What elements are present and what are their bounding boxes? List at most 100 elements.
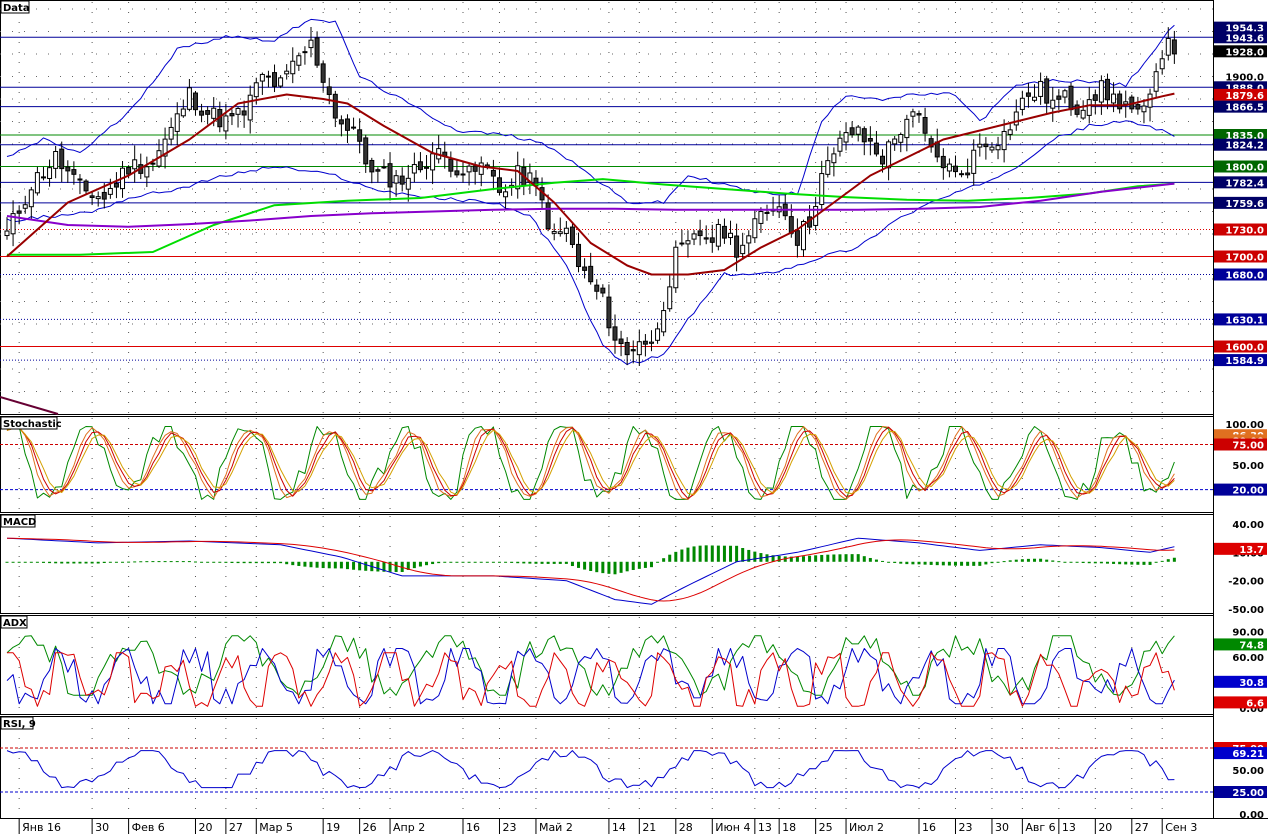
candle [53, 145, 59, 179]
candle [314, 31, 320, 68]
macd-hist-bar [649, 561, 653, 568]
candle-body [314, 37, 320, 66]
candle-body [381, 166, 387, 169]
candle-body [819, 173, 825, 206]
macd-hist-bar [127, 561, 131, 563]
macd-hist-bar [388, 561, 392, 572]
candle [740, 232, 746, 260]
macd-hist-bar [400, 561, 404, 572]
candle-body [940, 155, 946, 169]
macd-hist-bar [72, 561, 76, 564]
candle-body [618, 338, 624, 345]
macd-hist-bar [321, 561, 325, 569]
macd-hist-bar [1051, 560, 1055, 562]
candle [16, 205, 22, 225]
macd-hist-bar [327, 561, 331, 569]
price-tag-bg [1214, 250, 1267, 263]
macd-hist-bar [242, 561, 246, 564]
macd-hist-bar [960, 561, 964, 566]
macd-hist-bar [996, 561, 1000, 563]
candle-body [28, 189, 34, 208]
candle-body [1104, 78, 1110, 101]
macd-hist-bar [376, 561, 380, 572]
macd-hist-bar [814, 555, 818, 562]
macd-hist-bar [698, 545, 702, 562]
candle-body [113, 183, 119, 188]
candle-body [898, 134, 904, 143]
candle-body [1056, 95, 1062, 100]
adx-red-line [7, 652, 1175, 707]
macd-hist-bar [1142, 561, 1146, 565]
x-tick-label: 16 [466, 821, 480, 834]
macd-hist-bar [601, 561, 605, 574]
macd-hist-bar [1026, 558, 1030, 562]
macd-hist-bar [583, 561, 587, 570]
candle [703, 225, 709, 245]
candle [229, 109, 235, 126]
ma-short-line [6, 92, 1175, 276]
x-tick-label: 21 [642, 821, 656, 834]
candle [77, 174, 83, 195]
rsi-line [6, 750, 1175, 789]
candle [180, 99, 186, 118]
candle [855, 124, 861, 142]
candle-body [490, 169, 496, 177]
macd-hist-bar [905, 561, 909, 565]
price-tag-bg [1214, 21, 1267, 34]
candle [1123, 90, 1129, 118]
candle [636, 329, 642, 366]
candle [496, 167, 502, 196]
macd-hist-bar [643, 561, 647, 568]
price-tag-bg [1214, 268, 1267, 281]
candle [278, 75, 284, 89]
candle [28, 186, 34, 221]
candle [959, 170, 965, 178]
candle [107, 178, 113, 199]
candle [247, 85, 253, 134]
candle-body [916, 113, 922, 116]
rsi-axis-label: 0.00 [1239, 810, 1264, 821]
candle [344, 114, 350, 144]
candle [460, 162, 466, 183]
price-tag-bg [1214, 100, 1267, 113]
candle [837, 130, 843, 157]
macd-hist-bar [1020, 559, 1024, 562]
x-tick-label: Июл 2 [849, 821, 884, 834]
x-tick-label: 20 [198, 821, 212, 834]
macd-hist-bar [1081, 561, 1085, 564]
candle-body [338, 119, 344, 125]
candle [916, 110, 922, 123]
macd-hist-bar [139, 561, 143, 563]
macd-hist-bar [735, 545, 739, 562]
macd-hist-bar [35, 561, 39, 563]
axis-layer: Янв 16 30 Фев 6 20 27 Мар 5 19 26 Апр 2 16 23 Май 2… [0, 21, 1268, 834]
macd-hist-bar [345, 561, 349, 570]
candle-body [582, 266, 588, 271]
macd-hist-bar [1148, 561, 1152, 565]
macd-hist-bar [461, 561, 465, 563]
stoch-tag-bg [1214, 438, 1267, 451]
candle-body [697, 230, 703, 237]
candle-body [65, 166, 71, 172]
candle [71, 161, 77, 185]
candle [308, 26, 314, 58]
macd-hist-bar [619, 561, 623, 573]
candle [569, 222, 575, 248]
main-panel-title: Data [3, 3, 30, 14]
macd-hist-bar [1160, 560, 1164, 562]
candle-body [326, 86, 332, 95]
macd-hist-bar [881, 560, 885, 562]
macd-hist-bar [236, 561, 240, 564]
candle-body [1013, 111, 1019, 126]
candle [4, 217, 10, 240]
macd-hist-bar [352, 561, 356, 570]
candle [205, 106, 211, 125]
candle-body [673, 246, 679, 289]
candle-body [1171, 39, 1177, 55]
candle-body [405, 177, 411, 190]
candle-body [77, 178, 83, 181]
candle-body [107, 187, 113, 195]
macd-hist-bar [54, 561, 58, 564]
macd-hist-bar [175, 561, 179, 563]
candle-body [636, 341, 642, 356]
